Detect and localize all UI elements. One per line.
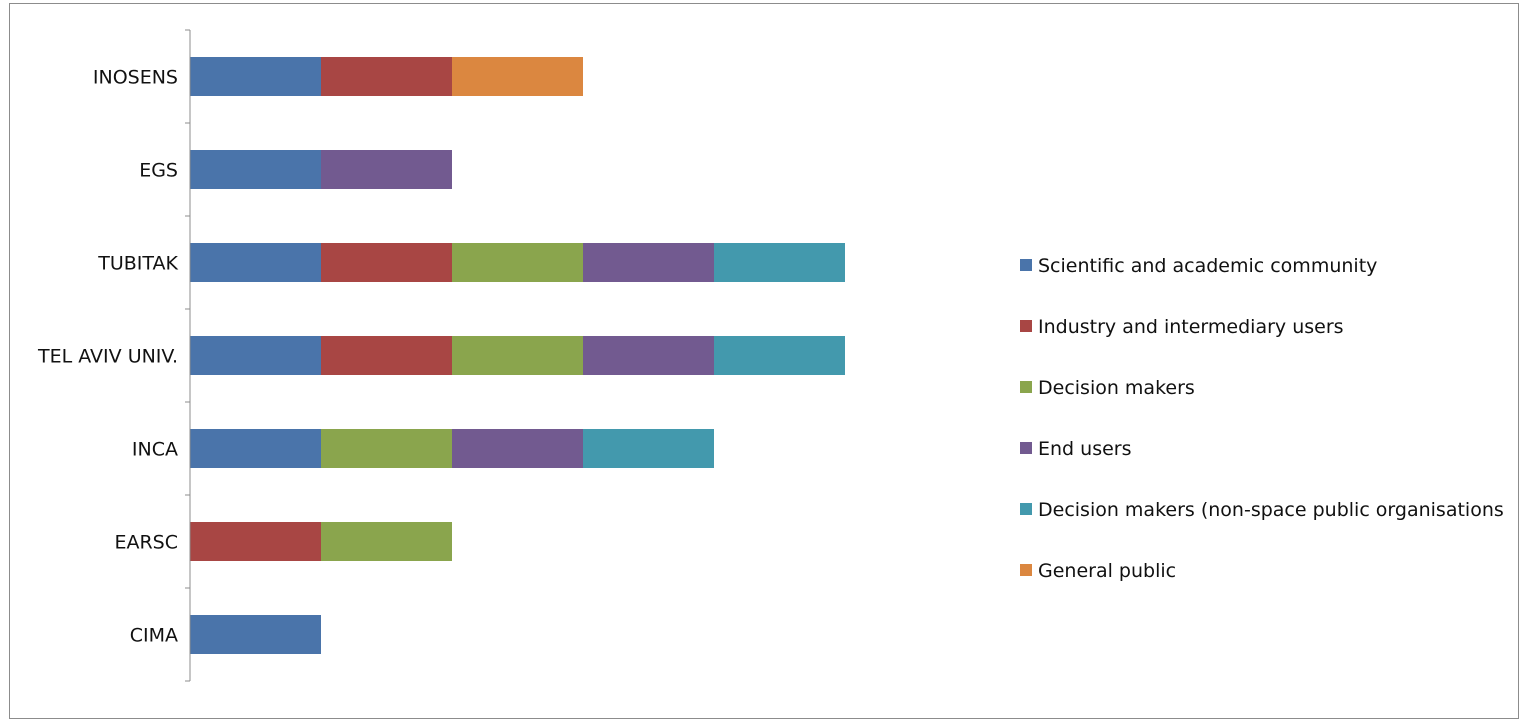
bar-segment [190, 429, 321, 468]
legend-swatch [1020, 320, 1032, 332]
legend-swatch [1020, 381, 1032, 393]
legend-label: Decision makers [1038, 377, 1195, 399]
bar-segment [190, 522, 321, 561]
bar-segment [452, 243, 583, 282]
category-label: INCA [132, 439, 178, 461]
category-label: EARSC [114, 532, 178, 554]
chart-frame: CIMA EARSC INCA TEL AVIV UNIV. TUBITAK EGS INO… [9, 3, 1519, 719]
bar-segment [321, 429, 452, 468]
bar-segment [583, 243, 714, 282]
legend-swatch [1020, 564, 1032, 576]
bars-group [190, 57, 845, 654]
category-axis [185, 29, 191, 682]
bar-segment [452, 57, 583, 96]
stacked-bar-chart: CIMA EARSC INCA TEL AVIV UNIV. TUBITAK EGS INO… [37, 29, 1504, 682]
legend-label: End users [1038, 438, 1132, 460]
legend-swatch [1020, 442, 1032, 454]
category-label: TUBITAK [97, 253, 178, 275]
bar-segment [321, 150, 452, 189]
bar-segment [190, 336, 321, 375]
category-label: TEL AVIV UNIV. [37, 346, 178, 368]
bar-segment [190, 150, 321, 189]
category-labels: CIMA EARSC INCA TEL AVIV UNIV. TUBITAK EGS INO… [37, 67, 178, 647]
legend-label: Scientific and academic community [1038, 255, 1377, 277]
bar-segment [583, 429, 714, 468]
bar-segment [190, 615, 321, 654]
legend-label: Industry and intermediary users [1038, 316, 1344, 338]
bar-segment [452, 429, 583, 468]
bar-segment [190, 243, 321, 282]
legend: Scientific and academic community Industr… [1020, 255, 1504, 582]
legend-swatch [1020, 503, 1032, 515]
category-label: INOSENS [93, 67, 178, 89]
legend-label: General public [1038, 560, 1176, 582]
bar-segment [321, 57, 452, 96]
bar-segment [321, 336, 452, 375]
legend-label: Decision makers (non-space public organi… [1038, 499, 1504, 521]
bar-segment [321, 522, 452, 561]
legend-swatch [1020, 259, 1032, 271]
bar-segment [190, 57, 321, 96]
bar-segment [321, 243, 452, 282]
category-label: EGS [139, 160, 178, 182]
bar-segment [714, 336, 845, 375]
category-label: CIMA [130, 625, 178, 647]
bar-segment [714, 243, 845, 282]
bar-segment [452, 336, 583, 375]
bar-segment [583, 336, 714, 375]
